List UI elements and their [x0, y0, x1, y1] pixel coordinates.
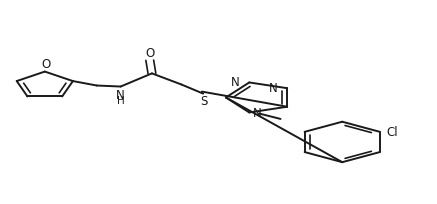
Text: S: S: [200, 95, 208, 108]
Text: N: N: [269, 82, 277, 95]
Text: Cl: Cl: [387, 125, 399, 138]
Text: N: N: [116, 88, 125, 101]
Text: H: H: [117, 96, 125, 106]
Text: O: O: [145, 46, 154, 59]
Text: O: O: [41, 58, 50, 71]
Text: N: N: [253, 107, 261, 120]
Text: N: N: [231, 75, 240, 88]
